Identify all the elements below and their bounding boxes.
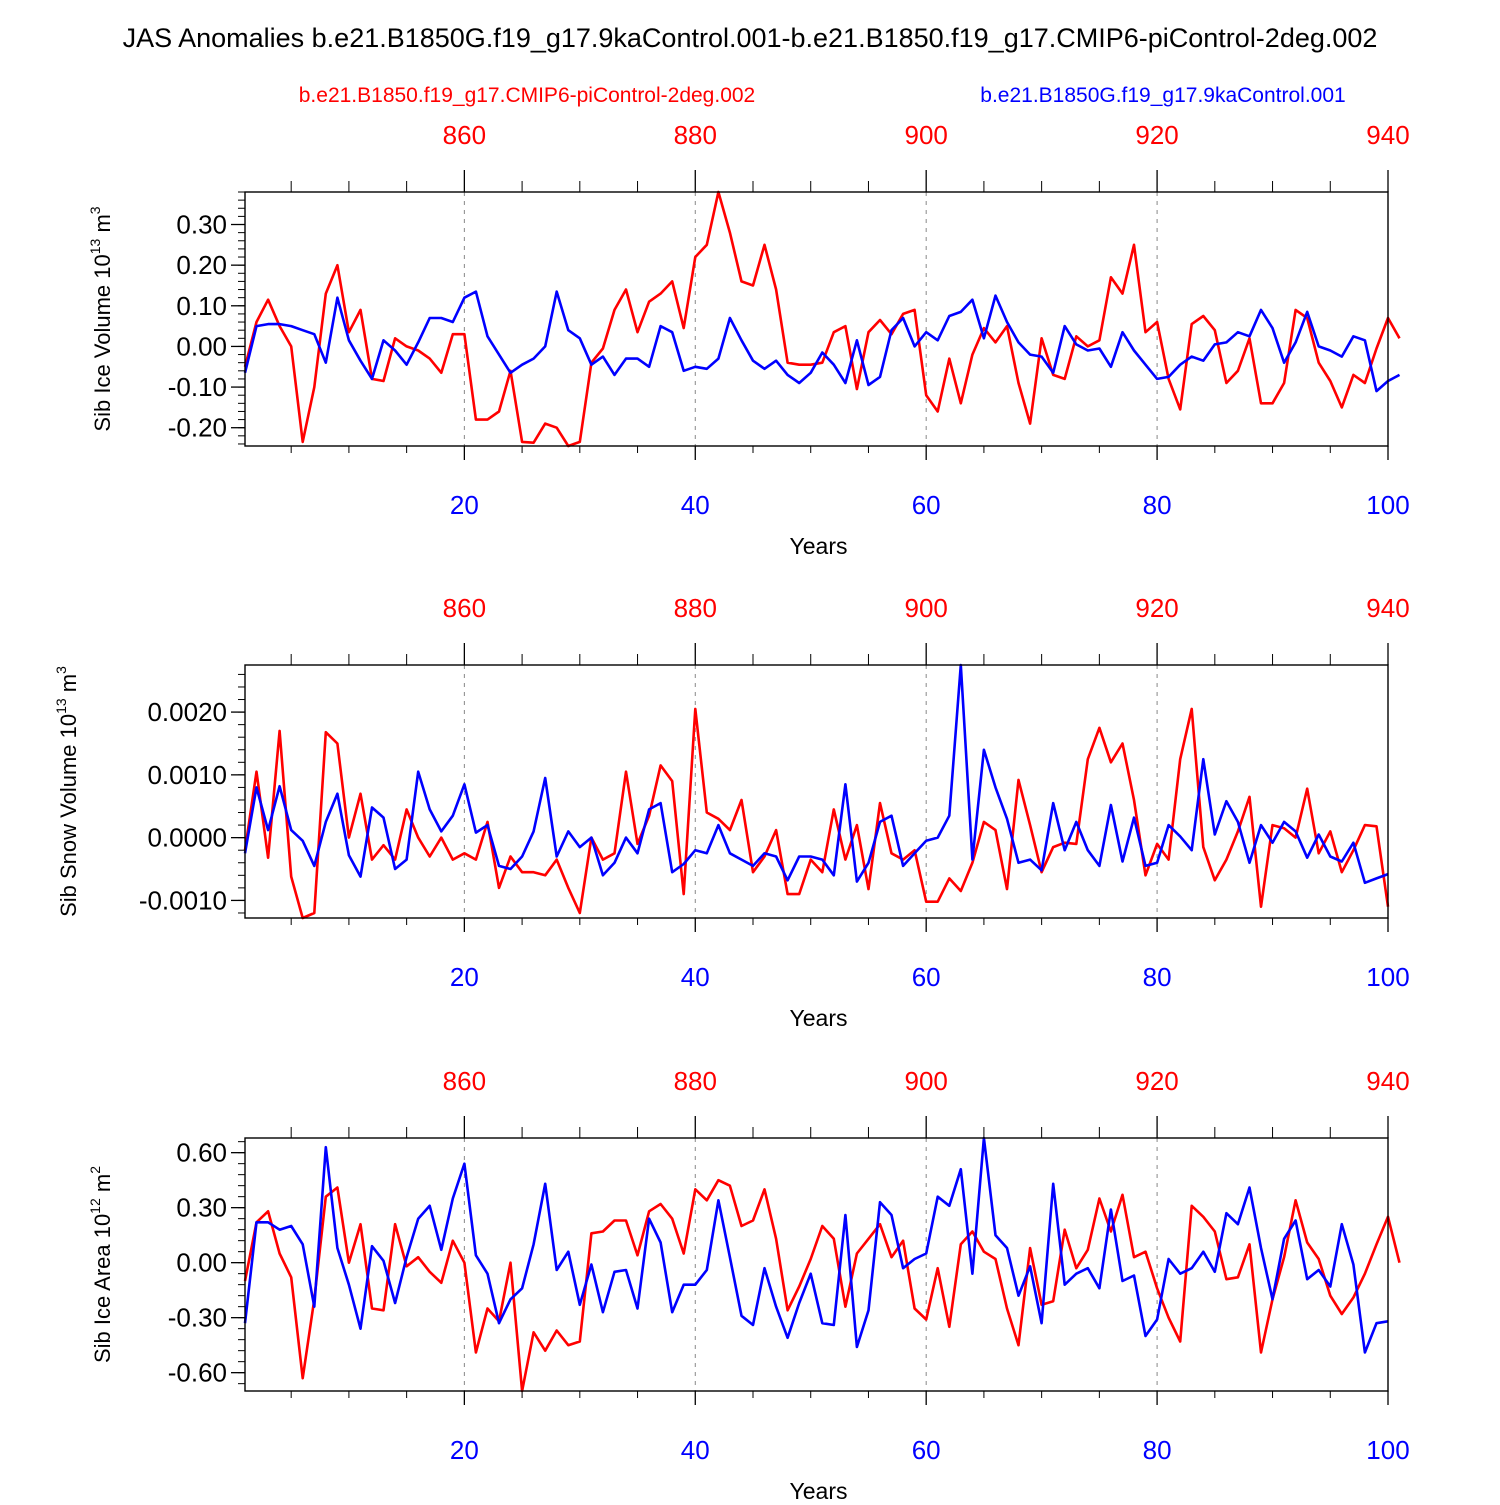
- x-tick-label: 100: [1366, 1435, 1409, 1465]
- y-tick-label: 0.0020: [147, 697, 227, 727]
- plot-frame: [244, 664, 1389, 919]
- y-axis-title: Sib Ice Volume 1013 m3: [87, 206, 115, 431]
- series-line-red: [243, 707, 1390, 920]
- legend-label-blue: b.e21.B1850G.f19_g17.9kaControl.001: [980, 84, 1345, 107]
- x-tick-label: 20: [450, 962, 479, 992]
- y-axis-title: Sib Snow Volume 1013 m3: [53, 666, 81, 917]
- y-tick-label: 0.0010: [147, 760, 227, 790]
- top-tick-label: 940: [1366, 120, 1409, 150]
- top-tick-label: 900: [904, 1066, 947, 1096]
- series-line-blue: [243, 663, 1389, 885]
- x-tick-label: 80: [1143, 490, 1172, 520]
- series-line-blue: [243, 290, 1401, 393]
- y-tick-label: 0.20: [176, 250, 227, 280]
- x-tick-label: 100: [1366, 962, 1409, 992]
- x-tick-label: 60: [912, 962, 941, 992]
- chart-panel-sib-ice-area: 20 40 60 80 100 860 880 900 920 940 -0.60 -0.30 0.00…: [87, 1066, 1410, 1504]
- x-tick-label: 100: [1366, 490, 1409, 520]
- top-tick-label: 860: [443, 1066, 486, 1096]
- chart-panel-sib-snow-volume: 20 40 60 80 100 860 880 900 920 940 -0.0010 0.0000 0…: [53, 593, 1410, 1031]
- y-tick-label: -0.10: [168, 372, 227, 402]
- x-tick-label: 40: [681, 490, 710, 520]
- series-line-red: [243, 1178, 1401, 1393]
- y-tick-label: 0.30: [176, 210, 227, 240]
- y-tick-label: 0.60: [176, 1138, 227, 1168]
- y-tick-label: -0.0010: [139, 885, 227, 915]
- x-tick-label: 60: [912, 490, 941, 520]
- x-tick-label: 80: [1143, 1435, 1172, 1465]
- y-tick-label: 0.00: [176, 1248, 227, 1278]
- y-tick-label: 0.30: [176, 1193, 227, 1223]
- y-tick-label: -0.30: [168, 1303, 227, 1333]
- y-tick-label: -0.20: [168, 413, 227, 443]
- top-tick-label: 940: [1366, 1066, 1409, 1096]
- top-tick-label: 920: [1135, 593, 1178, 623]
- x-tick-label: 60: [912, 1435, 941, 1465]
- chart-title: JAS Anomalies b.e21.B1850G.f19_g17.9kaCo…: [123, 23, 1378, 53]
- y-tick-label: 0.10: [176, 291, 227, 321]
- chart-panel-sib-ice-volume: 20 40 60 80 100 860 880 900 920 940 -0.20 -0.10 0.00…: [87, 120, 1410, 559]
- top-tick-label: 920: [1135, 1066, 1178, 1096]
- top-tick-label: 860: [443, 120, 486, 150]
- top-tick-label: 880: [674, 593, 717, 623]
- top-tick-label: 880: [674, 120, 717, 150]
- x-tick-label: 20: [450, 490, 479, 520]
- top-tick-label: 880: [674, 1066, 717, 1096]
- x-axis-title: Years: [790, 533, 848, 559]
- plot-frame: [244, 191, 1389, 447]
- y-tick-label: 0.0000: [147, 823, 227, 853]
- x-tick-label: 40: [681, 962, 710, 992]
- y-tick-label: 0.00: [176, 331, 227, 361]
- top-tick-label: 860: [443, 593, 486, 623]
- plot-frame: [244, 1137, 1389, 1392]
- series-line-blue: [243, 1136, 1389, 1354]
- top-tick-label: 920: [1135, 120, 1178, 150]
- x-tick-label: 40: [681, 1435, 710, 1465]
- top-tick-label: 900: [904, 120, 947, 150]
- y-tick-label: -0.60: [168, 1358, 227, 1388]
- top-tick-label: 900: [904, 593, 947, 623]
- x-axis-title: Years: [790, 1478, 848, 1500]
- x-axis-title: Years: [790, 1005, 848, 1031]
- x-tick-label: 80: [1143, 962, 1172, 992]
- x-tick-label: 20: [450, 1435, 479, 1465]
- y-axis-title: Sib Ice Area 1012 m2: [87, 1166, 115, 1363]
- top-tick-label: 940: [1366, 593, 1409, 623]
- legend-label-red: b.e21.B1850.f19_g17.CMIP6-piControl-2deg…: [299, 84, 755, 107]
- series-line-red: [243, 190, 1401, 448]
